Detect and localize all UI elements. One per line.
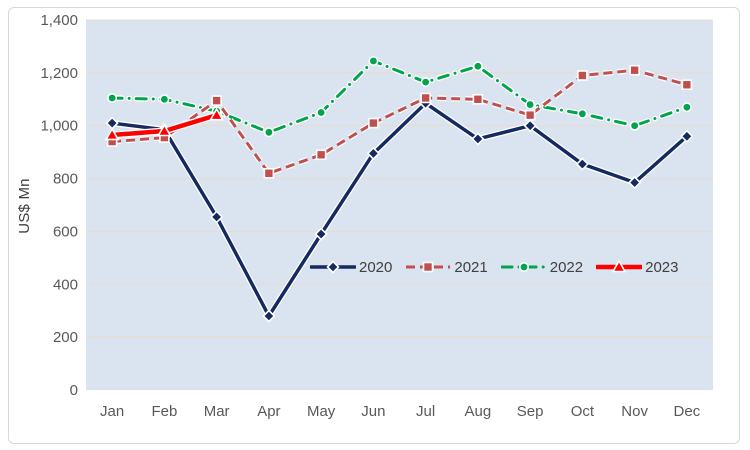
series-line xyxy=(110,101,689,318)
data-point-diamond xyxy=(326,260,340,274)
legend-item-2021[interactable]: 2021 xyxy=(405,258,488,276)
legend-item-2022[interactable]: 2022 xyxy=(500,258,584,276)
data-point-square xyxy=(577,70,588,81)
series-2020 xyxy=(105,96,694,323)
data-point-diamond xyxy=(471,132,485,146)
series-line xyxy=(112,68,688,175)
legend-marker xyxy=(518,262,529,272)
data-point-square xyxy=(524,109,536,121)
data-point-square xyxy=(211,95,222,106)
data-point-square xyxy=(681,79,693,91)
x-axis-label: Sep xyxy=(517,403,544,420)
x-axis-label: Jan xyxy=(100,403,124,420)
data-point-diamond xyxy=(366,146,381,161)
x-axis-label: Feb xyxy=(151,403,177,420)
x-axis-label: Oct xyxy=(571,403,595,420)
y-axis-tick-label: 0 xyxy=(70,382,78,399)
data-point-circle xyxy=(577,108,588,119)
data-point-circle xyxy=(263,127,274,138)
series-2021 xyxy=(106,64,693,179)
data-point-triangle xyxy=(209,107,225,121)
legend-label: 2022 xyxy=(549,258,584,276)
y-axis-tick-label: 1,200 xyxy=(40,65,78,82)
data-point-square xyxy=(420,92,431,104)
x-axis-label: May xyxy=(307,403,336,420)
data-point-diamond xyxy=(262,309,276,323)
data-point-diamond xyxy=(209,210,224,224)
data-point-diamond xyxy=(314,227,328,241)
data-point-circle xyxy=(629,120,640,131)
data-point-square xyxy=(629,64,640,76)
data-point-square xyxy=(263,167,275,179)
data-point-diamond xyxy=(627,175,642,190)
legend-sample xyxy=(500,262,547,272)
data-point-circle xyxy=(159,94,170,105)
x-axis-label: Jul xyxy=(416,403,435,420)
data-point-square xyxy=(472,93,484,105)
data-point-triangle xyxy=(104,127,120,141)
data-point-diamond xyxy=(575,157,590,171)
x-axis-label: Mar xyxy=(204,403,230,420)
data-point-circle xyxy=(525,99,536,110)
data-point-circle xyxy=(472,61,483,72)
data-point-triangle xyxy=(611,260,627,273)
data-point-square xyxy=(368,117,379,129)
data-point-circle xyxy=(681,102,692,113)
y-axis-title: US$ Mn xyxy=(16,178,33,234)
plot-area xyxy=(86,20,713,390)
data-point-circle xyxy=(107,92,118,103)
legend-item-2020[interactable]: 2020 xyxy=(310,259,392,276)
legend-sample xyxy=(310,260,356,274)
x-axis-label: Jun xyxy=(361,403,385,420)
legend-label: 2020 xyxy=(359,258,393,276)
x-axis-label: Nov xyxy=(621,403,648,420)
legend-label: 2021 xyxy=(454,258,488,276)
x-axis-label: Aug xyxy=(465,403,492,420)
data-point-diamond xyxy=(523,119,537,133)
x-axis-label: Apr xyxy=(257,403,280,420)
y-axis-tick-label: 200 xyxy=(53,329,78,346)
y-axis-tick-label: 600 xyxy=(53,223,78,240)
data-point-circle xyxy=(420,77,431,88)
data-point-circle xyxy=(316,107,327,118)
data-point-circle xyxy=(368,55,379,66)
series-2023 xyxy=(104,107,225,141)
data-point-diamond xyxy=(680,129,694,143)
y-axis-tick-label: 1,400 xyxy=(40,12,78,29)
data-point-square xyxy=(315,149,327,161)
data-point-square xyxy=(423,261,434,273)
legend-marker xyxy=(326,260,340,274)
y-axis-tick-label: 1,000 xyxy=(40,118,78,135)
y-axis-tick-label: 800 xyxy=(53,171,78,188)
y-axis-tick-label: 400 xyxy=(53,276,78,293)
legend-label: 2023 xyxy=(645,258,679,276)
legend-item-2023[interactable]: 2023 xyxy=(596,258,679,276)
legend-marker xyxy=(423,261,434,273)
legend-sample xyxy=(406,261,451,273)
legend-marker xyxy=(611,260,627,273)
x-axis-label: Dec xyxy=(674,403,701,420)
legend: 2020 2021 2022 2023 xyxy=(310,256,679,278)
data-point-triangle xyxy=(156,123,172,137)
legend-sample xyxy=(596,260,643,273)
data-point-circle xyxy=(518,262,529,272)
